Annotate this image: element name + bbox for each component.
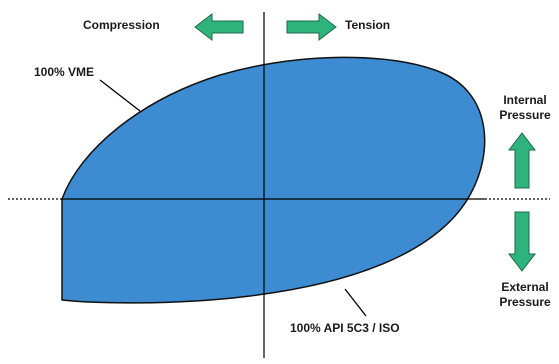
vme-leader-line bbox=[99, 79, 141, 112]
api-iso-label: 100% API 5C3 / ISO bbox=[290, 321, 400, 335]
external-pressure-line1: External bbox=[501, 280, 549, 294]
arrow-up-icon bbox=[507, 132, 537, 189]
compression-label: Compression bbox=[83, 18, 160, 32]
arrow-right-icon bbox=[286, 12, 337, 42]
internal-pressure-line2: Pressure bbox=[499, 108, 551, 122]
external-pressure-label: External Pressure bbox=[494, 280, 556, 310]
arrow-down-icon bbox=[507, 211, 537, 272]
design-envelope bbox=[61, 56, 486, 304]
arrow-left-icon bbox=[194, 12, 244, 42]
internal-pressure-line1: Internal bbox=[503, 93, 547, 107]
external-pressure-line2: Pressure bbox=[499, 295, 551, 309]
vme-label: 100% VME bbox=[34, 65, 95, 79]
internal-pressure-label: Internal Pressure bbox=[494, 93, 556, 123]
tension-label: Tension bbox=[345, 18, 391, 32]
api-leader-line bbox=[344, 288, 367, 317]
